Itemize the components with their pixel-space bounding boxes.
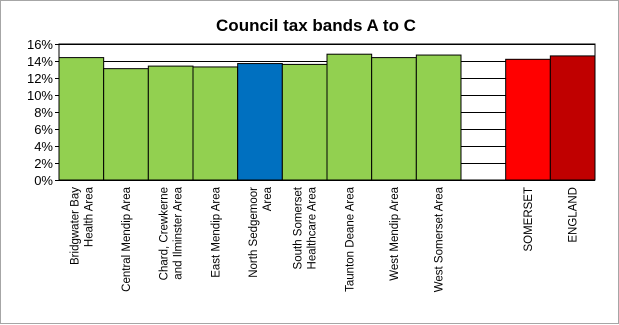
y-tick-label: 4% xyxy=(34,139,53,154)
x-tick-label: Central Mendip Area xyxy=(121,186,133,291)
y-tick-label: 0% xyxy=(34,173,53,188)
y-tick-label: 10% xyxy=(27,88,53,103)
x-tick-label: Chard, Crewkerne and Ilminster Area xyxy=(159,186,185,280)
x-tick-label-line: Healthcare Area xyxy=(307,186,319,269)
bar xyxy=(192,66,239,181)
bar xyxy=(103,68,149,181)
x-tick-label: South Somerset Healthcare Area xyxy=(293,186,319,269)
x-tick-label-line: North Sedgemoor xyxy=(248,187,260,278)
x-tick-label: ENGLAND xyxy=(568,187,580,243)
bar xyxy=(549,55,596,181)
x-tick-label-line: East Mendip Area xyxy=(210,186,222,277)
y-tick-label: 2% xyxy=(34,156,53,171)
x-tick-label: Bridgwater Bay Health Area xyxy=(69,186,95,265)
bar xyxy=(326,53,373,181)
x-tick-label: SOMERSET xyxy=(523,187,535,252)
y-tick-label: 8% xyxy=(34,105,53,120)
x-tick-label-line: SOMERSET xyxy=(523,187,535,252)
x-tick-label-line: ENGLAND xyxy=(568,187,580,243)
x-tick-label-line: West Mendip Area xyxy=(389,186,401,280)
bar xyxy=(237,63,283,181)
x-tick-label-line: Bridgwater Bay xyxy=(69,187,81,265)
bar xyxy=(505,58,551,181)
bar xyxy=(281,63,328,181)
chart-title: Council tax bands A to C xyxy=(216,16,416,35)
x-tick-label-line: Health Area xyxy=(83,186,95,247)
x-tick-label-line: and Ilminster Area xyxy=(173,186,185,279)
x-tick-label-line: South Somerset xyxy=(293,186,305,269)
x-tick-label: West Somerset Area xyxy=(434,186,446,292)
bar xyxy=(371,57,417,181)
x-tick-label: North Sedgemoor Area xyxy=(248,186,274,277)
x-tick-label: East Mendip Area xyxy=(210,186,222,277)
x-axis: Bridgwater Bay Health Area Central Mendip … xyxy=(59,180,595,292)
x-tick-label-line: Area xyxy=(262,186,274,211)
y-tick-label: 16% xyxy=(27,37,53,52)
y-axis: 0% 2% 4% 6% 8% 10% 12% 14% 16% xyxy=(27,37,59,188)
x-tick-label-line: Central Mendip Area xyxy=(121,186,133,291)
x-tick-label: Taunton Deane Area xyxy=(344,186,356,291)
y-tick-label: 6% xyxy=(34,122,53,137)
bar xyxy=(147,65,194,181)
bars xyxy=(58,53,596,181)
bar xyxy=(58,57,105,181)
x-tick-label: West Mendip Area xyxy=(389,186,401,280)
x-tick-label-line: Chard, Crewkerne xyxy=(159,187,171,280)
y-tick-label: 14% xyxy=(27,54,53,69)
x-tick-label-line: West Somerset Area xyxy=(434,186,446,292)
y-tick-label: 12% xyxy=(27,71,53,86)
x-tick-label-line: Taunton Deane Area xyxy=(344,186,356,291)
bar xyxy=(415,54,462,181)
